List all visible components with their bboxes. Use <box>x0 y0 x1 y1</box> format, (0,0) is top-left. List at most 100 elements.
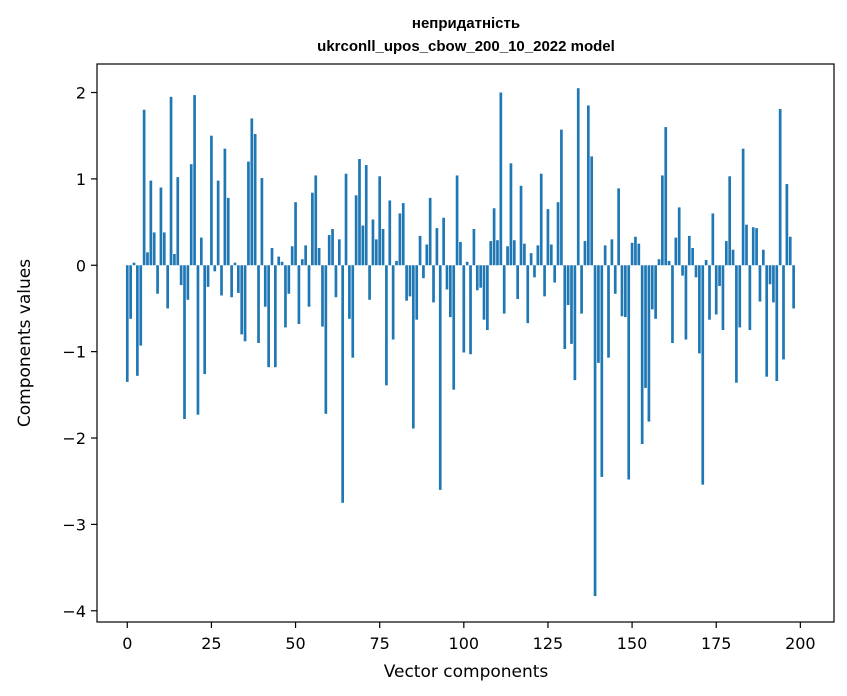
bar-107 <box>486 265 489 331</box>
bar-120 <box>529 253 533 266</box>
bar-62 <box>334 265 338 298</box>
y-tick-label: 2 <box>76 84 86 103</box>
bar-179 <box>728 176 732 266</box>
bar-32 <box>233 262 237 266</box>
bar-78 <box>388 200 392 266</box>
bar-50 <box>294 202 297 266</box>
bar-181 <box>735 265 738 383</box>
bar-123 <box>539 173 543 266</box>
bar-66 <box>348 265 351 319</box>
bar-19 <box>189 164 193 266</box>
bar-188 <box>758 265 762 302</box>
bar-92 <box>435 228 439 266</box>
bar-10 <box>159 187 163 266</box>
bar-16 <box>179 265 183 286</box>
bar-24 <box>206 265 210 287</box>
bar-35 <box>243 265 247 342</box>
bar-54 <box>307 265 311 307</box>
bar-114 <box>509 163 513 266</box>
bar-102 <box>469 265 472 355</box>
bar-81 <box>398 213 402 266</box>
bar-6 <box>146 252 149 266</box>
bar-95 <box>445 265 449 290</box>
bar-140 <box>597 265 600 363</box>
bars-group <box>125 88 795 597</box>
x-tick-label: 125 <box>533 634 564 653</box>
bar-65 <box>344 173 348 266</box>
bar-145 <box>613 265 617 294</box>
bar-194 <box>778 108 782 266</box>
bar-70 <box>361 225 365 266</box>
bar-96 <box>449 265 452 318</box>
bar-124 <box>543 265 546 297</box>
bar-18 <box>186 265 190 300</box>
bar-118 <box>523 243 526 266</box>
bar-23 <box>203 265 207 375</box>
bar-174 <box>711 213 715 266</box>
bar-42 <box>267 265 270 368</box>
bar-110 <box>496 240 499 266</box>
bar-137 <box>586 105 590 266</box>
bar-39 <box>257 265 260 343</box>
bar-4 <box>139 265 143 346</box>
bar-74 <box>374 239 378 266</box>
y-axis-label: Components values <box>15 259 35 427</box>
bar-97 <box>452 265 456 390</box>
bar-180 <box>731 249 735 266</box>
bar-138 <box>590 156 594 266</box>
bar-103 <box>472 228 476 266</box>
bar-183 <box>741 148 745 266</box>
bar-133 <box>573 265 577 381</box>
bar-169 <box>694 265 698 278</box>
bar-165 <box>681 265 684 276</box>
bar-77 <box>385 265 388 386</box>
bar-125 <box>546 209 550 266</box>
bar-2 <box>132 262 136 266</box>
bar-69 <box>358 159 361 266</box>
bar-99 <box>459 241 462 266</box>
bar-132 <box>570 265 573 344</box>
y-tick-label: −4 <box>62 602 86 621</box>
bar-9 <box>156 265 159 294</box>
bar-12 <box>166 265 170 309</box>
bar-60 <box>327 235 331 266</box>
bar-186 <box>751 227 755 266</box>
x-axis-label: Vector components <box>384 662 549 682</box>
bar-154 <box>644 265 647 388</box>
bar-52 <box>300 259 304 266</box>
bar-75 <box>378 176 382 266</box>
bar-45 <box>277 256 281 266</box>
bar-171 <box>701 265 705 485</box>
bar-30 <box>226 197 230 266</box>
bar-87 <box>418 235 422 266</box>
bar-189 <box>761 249 765 266</box>
chart-subtitle: ukrconll_upos_cbow_200_10_2022 model <box>317 38 615 55</box>
bar-25 <box>210 135 213 266</box>
bar-166 <box>684 265 688 340</box>
bar-33 <box>237 265 240 293</box>
bar-130 <box>563 265 567 350</box>
bar-73 <box>371 219 375 266</box>
x-tick-label: 200 <box>785 634 816 653</box>
x-tick-label: 150 <box>617 634 648 653</box>
bar-0 <box>125 265 129 382</box>
bar-76 <box>381 228 385 266</box>
bar-27 <box>216 180 220 266</box>
bar-108 <box>489 241 493 266</box>
y-tick-label: 1 <box>76 170 86 189</box>
bar-43 <box>270 247 274 266</box>
bar-139 <box>593 265 597 597</box>
bar-58 <box>321 265 324 327</box>
bar-119 <box>526 265 530 324</box>
bar-146 <box>617 188 620 266</box>
bar-191 <box>768 265 772 285</box>
bar-22 <box>199 237 203 266</box>
bar-160 <box>664 127 668 266</box>
bar-151 <box>634 236 637 266</box>
bar-86 <box>415 265 419 320</box>
bar-159 <box>661 175 664 266</box>
y-tick-label: −1 <box>62 343 86 362</box>
bar-112 <box>502 265 506 314</box>
bar-172 <box>704 260 708 266</box>
